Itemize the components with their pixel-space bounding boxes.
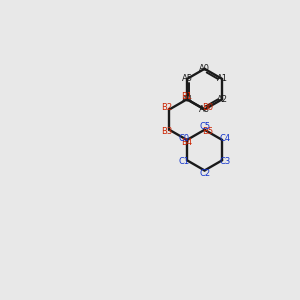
Text: A2: A2 [217,95,228,104]
Text: B3: B3 [161,127,172,136]
Text: C2: C2 [199,169,210,178]
Text: A4: A4 [182,95,193,104]
Text: A1: A1 [217,74,228,83]
Text: B1: B1 [182,92,193,101]
Text: B4: B4 [182,139,193,148]
Text: A0: A0 [199,64,210,73]
Text: B2: B2 [161,103,172,112]
Text: C4: C4 [219,134,230,143]
Text: A5: A5 [182,74,193,83]
Text: C5: C5 [199,122,210,131]
Text: B5: B5 [202,127,213,136]
Text: C0: C0 [179,134,190,143]
Text: C1: C1 [179,157,190,166]
Text: B0: B0 [202,103,213,112]
Text: C3: C3 [219,157,230,166]
Text: A3: A3 [199,105,210,114]
